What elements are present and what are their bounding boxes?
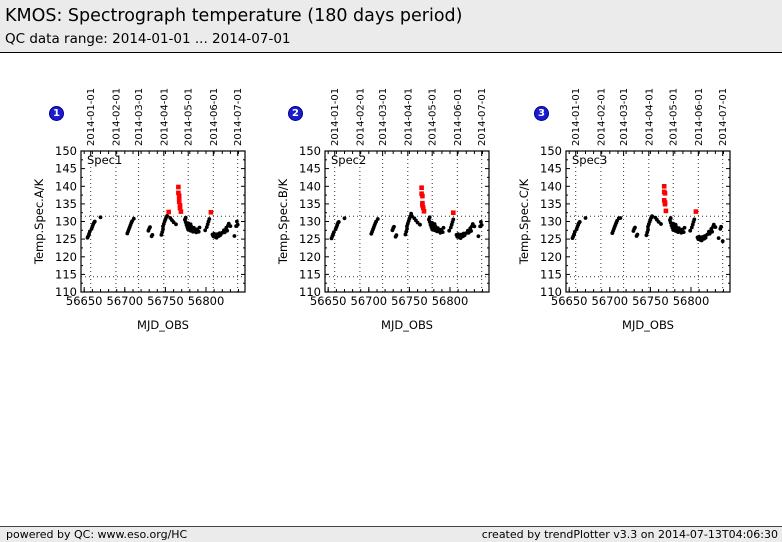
svg-text:56650: 56650 [310, 294, 347, 308]
svg-text:MJD_OBS: MJD_OBS [137, 318, 189, 332]
svg-text:2014-07-01: 2014-07-01 [233, 88, 244, 146]
svg-text:Spec1: Spec1 [87, 153, 122, 167]
svg-text:125: 125 [540, 232, 562, 246]
svg-text:140: 140 [540, 179, 562, 193]
footer-powered-by: powered by QC: www.eso.org/HC [6, 528, 188, 541]
svg-text:145: 145 [540, 162, 562, 176]
svg-text:120: 120 [299, 250, 321, 264]
svg-text:130: 130 [55, 215, 77, 229]
svg-text:135: 135 [540, 197, 562, 211]
page-header: KMOS: Spectrograph temperature (180 days… [0, 0, 782, 53]
svg-text:56650: 56650 [66, 294, 103, 308]
svg-text:2014-05-01: 2014-05-01 [184, 88, 195, 146]
page-title: KMOS: Spectrograph temperature (180 days… [5, 6, 463, 26]
spec2-panel: 2014-01-01 2014-02-01 2014-03-01 2014-04-01… [265, 70, 495, 335]
spec2-temperature-chart: 2014-01-01 2014-02-01 2014-03-01 2014-04-01… [276, 88, 490, 332]
svg-text:2014-03-01: 2014-03-01 [134, 88, 145, 146]
svg-text:2014-02-01: 2014-02-01 [355, 88, 366, 146]
svg-text:135: 135 [55, 197, 77, 211]
svg-text:2014-06-01: 2014-06-01 [453, 88, 464, 146]
svg-text:2014-07-01: 2014-07-01 [477, 88, 488, 146]
svg-text:110: 110 [299, 285, 321, 299]
svg-text:115: 115 [299, 267, 321, 281]
svg-text:Spec3: Spec3 [572, 153, 607, 167]
svg-text:130: 130 [540, 215, 562, 229]
svg-text:56700: 56700 [107, 294, 144, 308]
svg-text:130: 130 [299, 215, 321, 229]
svg-text:140: 140 [299, 179, 321, 193]
svg-text:Spec2: Spec2 [331, 153, 366, 167]
svg-text:115: 115 [55, 267, 77, 281]
spec3-panel: 2014-01-01 2014-02-01 2014-03-01 2014-04-01… [506, 70, 736, 335]
svg-text:56800: 56800 [188, 294, 225, 308]
svg-text:125: 125 [299, 232, 321, 246]
svg-text:125: 125 [55, 232, 77, 246]
plot1-index-badge: 1 [49, 106, 64, 121]
svg-text:2014-03-01: 2014-03-01 [378, 88, 389, 146]
plots-area: 1 2 3 2014-01-01 2014-02-01 2014-03-01 2014… [0, 54, 782, 526]
svg-text:2014-05-01: 2014-05-01 [428, 88, 439, 146]
svg-text:150: 150 [540, 144, 562, 158]
svg-text:2014-06-01: 2014-06-01 [209, 88, 220, 146]
svg-text:56650: 56650 [551, 294, 588, 308]
spec1-panel: 2014-01-01 2014-02-01 2014-03-01 2014-04-01… [21, 70, 251, 335]
plot2-index-badge: 2 [288, 106, 303, 121]
page-footer: powered by QC: www.eso.org/HC created by… [0, 526, 782, 542]
svg-text:56750: 56750 [391, 294, 428, 308]
svg-text:115: 115 [540, 267, 562, 281]
svg-text:2014-07-01: 2014-07-01 [718, 88, 729, 146]
svg-text:56700: 56700 [351, 294, 388, 308]
qc-data-range: QC data range: 2014-01-01 ... 2014-07-01 [5, 31, 291, 47]
svg-text:2014-02-01: 2014-02-01 [111, 88, 122, 146]
svg-text:56750: 56750 [632, 294, 669, 308]
svg-text:56750: 56750 [147, 294, 184, 308]
svg-text:2014-04-01: 2014-04-01 [644, 88, 655, 146]
svg-text:2014-01-01: 2014-01-01 [330, 88, 341, 146]
plot3-index-badge: 3 [534, 106, 549, 121]
svg-text:2014-04-01: 2014-04-01 [403, 88, 414, 146]
svg-text:Temp.Spec.C/K: Temp.Spec.C/K [517, 178, 531, 265]
svg-text:135: 135 [299, 197, 321, 211]
svg-text:110: 110 [540, 285, 562, 299]
footer-created-by: created by trendPlotter v3.3 on 2014-07-… [481, 528, 778, 541]
svg-text:140: 140 [55, 179, 77, 193]
svg-text:145: 145 [299, 162, 321, 176]
spec1-temperature-chart: 2014-01-01 2014-02-01 2014-03-01 2014-04-01… [32, 88, 246, 332]
svg-text:2014-01-01: 2014-01-01 [571, 88, 582, 146]
svg-text:MJD_OBS: MJD_OBS [622, 318, 674, 332]
svg-text:120: 120 [55, 250, 77, 264]
svg-text:150: 150 [55, 144, 77, 158]
svg-text:56700: 56700 [592, 294, 629, 308]
svg-text:145: 145 [55, 162, 77, 176]
svg-text:2014-04-01: 2014-04-01 [159, 88, 170, 146]
svg-text:110: 110 [55, 285, 77, 299]
svg-text:MJD_OBS: MJD_OBS [381, 318, 433, 332]
spec3-temperature-chart: 2014-01-01 2014-02-01 2014-03-01 2014-04-01… [517, 88, 731, 332]
svg-text:2014-02-01: 2014-02-01 [596, 88, 607, 146]
svg-text:2014-06-01: 2014-06-01 [694, 88, 705, 146]
svg-text:120: 120 [540, 250, 562, 264]
svg-text:Temp.Spec.A/K: Temp.Spec.A/K [32, 178, 46, 265]
svg-text:2014-05-01: 2014-05-01 [669, 88, 680, 146]
svg-text:56800: 56800 [432, 294, 469, 308]
svg-text:2014-01-01: 2014-01-01 [86, 88, 97, 146]
svg-text:56800: 56800 [673, 294, 710, 308]
svg-text:150: 150 [299, 144, 321, 158]
svg-text:Temp.Spec.B/K: Temp.Spec.B/K [276, 178, 290, 265]
svg-text:2014-03-01: 2014-03-01 [619, 88, 630, 146]
